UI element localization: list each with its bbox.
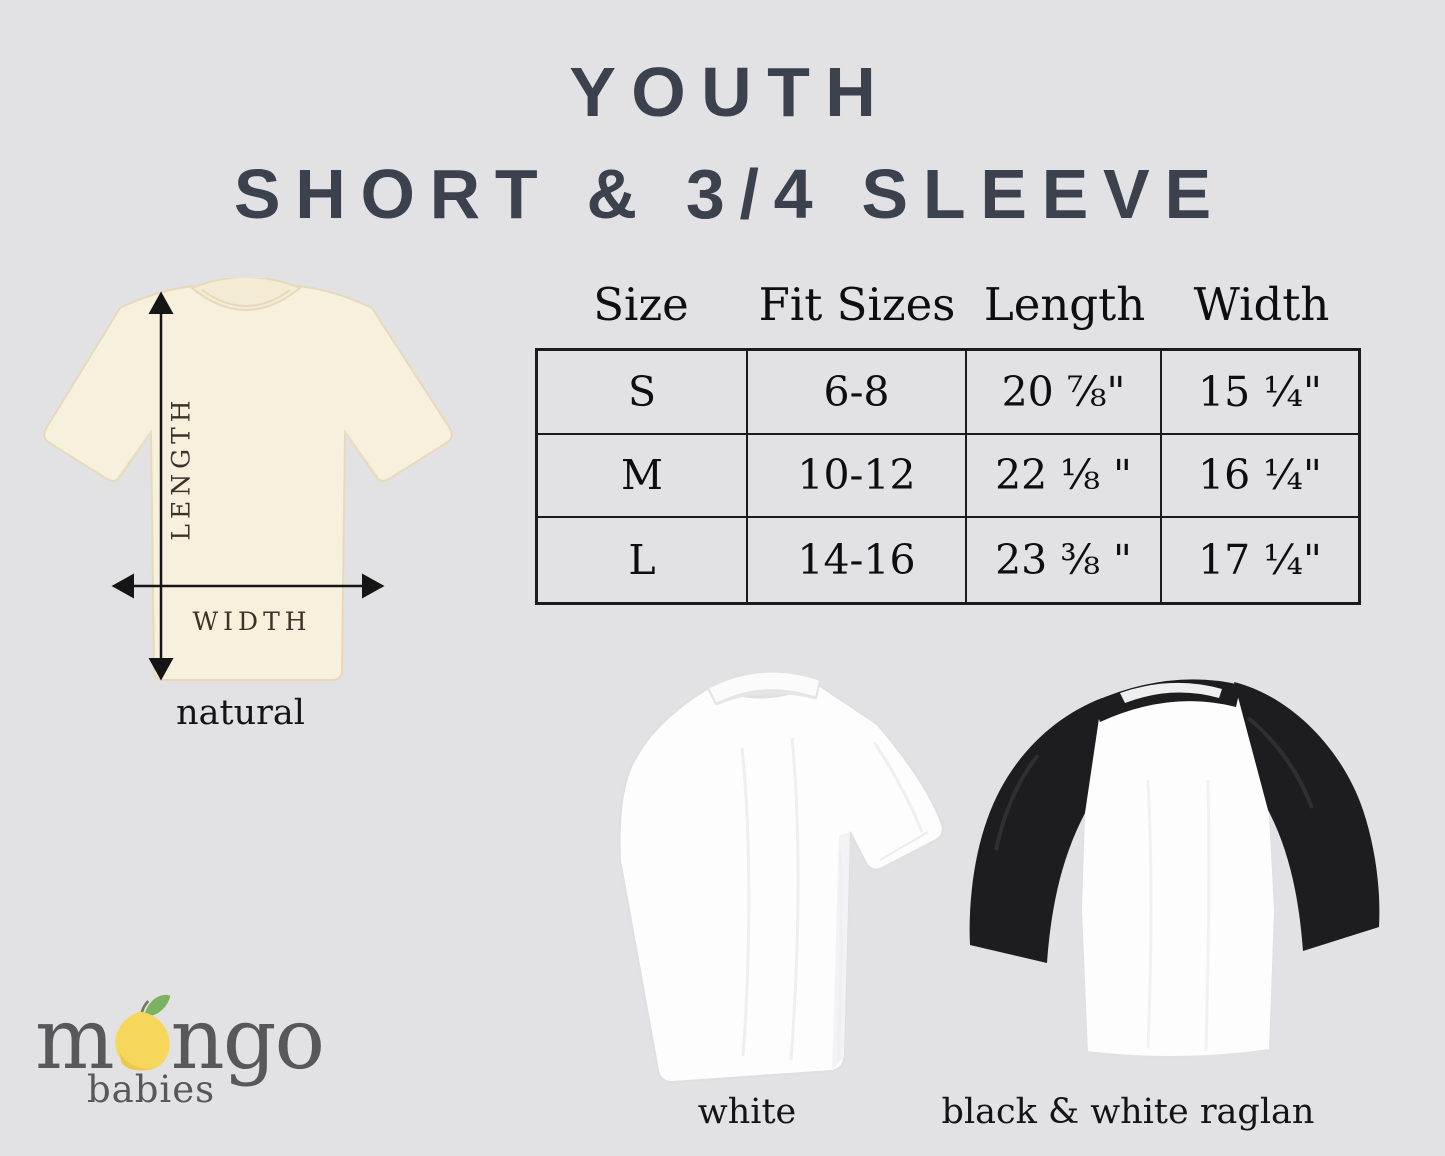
natural-caption: natural — [176, 693, 305, 733]
title-line-2: SHORT & 3/4 SLEEVE — [233, 155, 1226, 233]
raglan-caption: black & white raglan — [941, 1092, 1315, 1132]
logo-subtext: babies — [87, 1068, 216, 1111]
mango-shade — [119, 1052, 154, 1071]
size-table-header: Size Fit Sizes Length Width — [535, 262, 1361, 346]
cell-width-m: 16 ¼" — [1162, 435, 1358, 519]
page-title: YOUTH SHORT & 3/4 SLEEVE — [0, 52, 1445, 234]
cell-fit-l: 14-16 — [748, 518, 967, 602]
column-header-fit: Fit Sizes — [758, 277, 956, 331]
logo-text-prefix: m — [35, 990, 115, 1088]
collar-inner-line — [201, 289, 291, 307]
size-table: S 6-8 20 ⅞" 15 ¼" M 10-12 22 ⅛ " 16 ¼" L… — [535, 348, 1361, 605]
cell-length-m: 22 ⅛ " — [967, 434, 1162, 519]
raglan-right-sleeve — [1234, 682, 1380, 951]
cell-length-s: 20 ⅞" — [967, 351, 1162, 435]
column-header-width: Width — [1193, 277, 1330, 331]
raglan-collar-inner — [1120, 682, 1222, 703]
white-shirt-sleeve-hem — [879, 831, 929, 861]
white-shirt-body — [618, 682, 944, 1084]
mango-leaf — [144, 994, 170, 1017]
white-shirt-folds — [740, 737, 924, 1061]
length-label: LENGTH — [167, 395, 196, 540]
column-header-size: Size — [593, 277, 689, 331]
raglan-body — [1079, 681, 1277, 1059]
white-shirt-graphic — [618, 670, 944, 1084]
logo-wordmark: m ngo — [35, 990, 325, 1082]
title-line-1: YOUTH — [569, 53, 892, 131]
collar-shape — [190, 276, 302, 311]
mango-icon — [114, 994, 170, 1071]
raglan-shirt-photo — [948, 660, 1403, 1072]
measurement-diagram: LENGTH WIDTH — [18, 276, 463, 693]
white-caption: white — [697, 1092, 797, 1132]
sleeve-seams — [118, 431, 378, 478]
logo-text-suffix: ngo — [170, 990, 325, 1088]
column-header-length: Length — [983, 277, 1146, 331]
cell-length-l: 23 ⅜ " — [967, 518, 1162, 602]
raglan-shirt-graphic — [969, 679, 1380, 1059]
brand-logo: m ngo babies — [35, 990, 325, 1111]
cell-width-l: 17 ¼" — [1198, 536, 1322, 585]
white-shirt-collar-shadow — [715, 690, 817, 706]
cell-size-l: L — [538, 518, 748, 602]
white-shirt-photo — [592, 664, 997, 1084]
cell-fit-s: 6-8 — [748, 351, 967, 435]
raglan-sleeve-highlights — [994, 716, 1314, 851]
width-label: WIDTH — [192, 607, 311, 636]
cell-fit-m: 10-12 — [748, 434, 967, 519]
mango-fruit — [114, 1011, 170, 1071]
cell-size-s: S — [538, 351, 748, 435]
natural-shirt-graphic: LENGTH WIDTH — [43, 276, 453, 681]
raglan-left-sleeve — [969, 698, 1102, 963]
raglan-body-folds — [1146, 779, 1211, 1051]
cell-width-s: 15 ¼" — [1162, 351, 1358, 435]
cell-size-m: M — [538, 434, 748, 519]
